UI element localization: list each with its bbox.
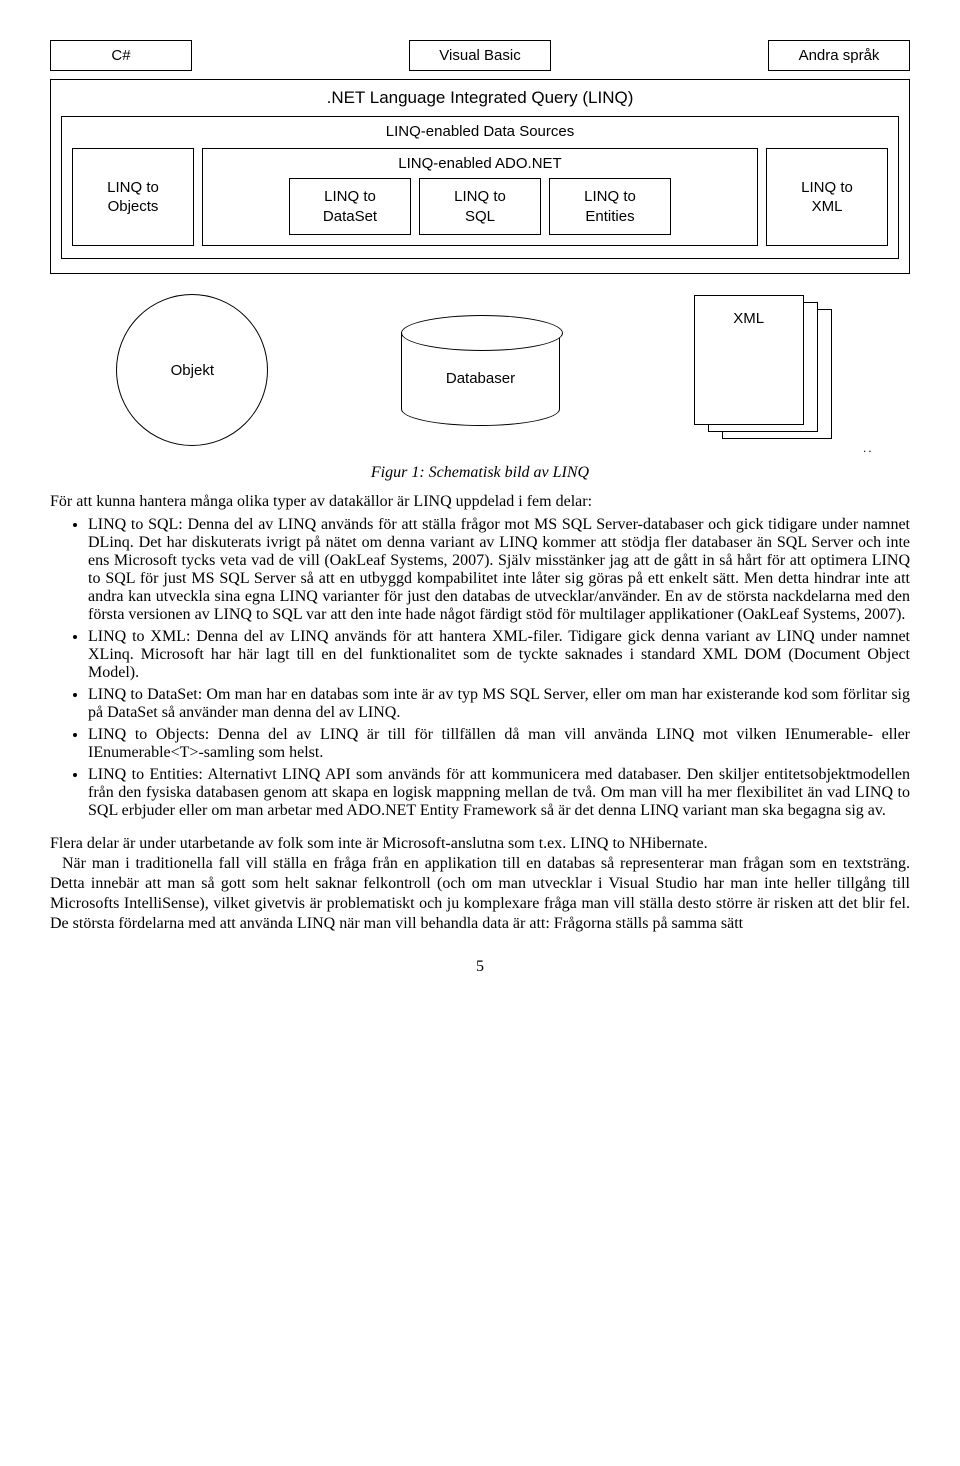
- paragraph-1: Flera delar är under utarbetande av folk…: [50, 834, 910, 854]
- list-item: LINQ to DataSet: Om man har en databas s…: [88, 686, 910, 722]
- storage-row: Objekt Databaser XML ..: [50, 294, 910, 446]
- list-item: LINQ to Entities: Alternativt LINQ API s…: [88, 766, 910, 820]
- ellipsis-icon: ..: [863, 441, 874, 455]
- linq-to-sql-box: LINQ toSQL: [419, 178, 541, 235]
- linq-to-xml-box: LINQ toXML: [766, 148, 888, 246]
- linq-ado-title: LINQ-enabled ADO.NET: [211, 155, 749, 172]
- database-label: Databaser: [446, 370, 515, 387]
- linq-main-box: .NET Language Integrated Query (LINQ) LI…: [50, 79, 910, 274]
- xml-label: XML: [733, 310, 764, 327]
- linq-diagram: C# Visual Basic Andra språk .NET Languag…: [50, 40, 910, 446]
- linq-to-objects-box: LINQ toObjects: [72, 148, 194, 246]
- providers-row: LINQ toObjects LINQ-enabled ADO.NET LINQ…: [72, 148, 888, 246]
- figure-caption: Figur 1: Schematisk bild av LINQ: [50, 464, 910, 482]
- list-item: LINQ to XML: Denna del av LINQ används f…: [88, 628, 910, 682]
- objekt-label: Objekt: [171, 362, 214, 379]
- linq-to-dataset-box: LINQ toDataSet: [289, 178, 411, 235]
- data-sources-title: LINQ-enabled Data Sources: [72, 123, 888, 140]
- intro-text: För att kunna hantera många olika typer …: [50, 492, 910, 512]
- linq-to-entities-box: LINQ toEntities: [549, 178, 671, 235]
- database-cylinder: Databaser: [401, 315, 561, 425]
- lang-box-other: Andra språk: [768, 40, 910, 71]
- list-item: LINQ to Objects: Denna del av LINQ är ti…: [88, 726, 910, 762]
- paragraph-2: När man i traditionella fall vill ställa…: [50, 854, 910, 934]
- data-sources-box: LINQ-enabled Data Sources LINQ toObjects…: [61, 116, 899, 259]
- objekt-circle: Objekt: [116, 294, 268, 446]
- page-number: 5: [50, 958, 910, 976]
- xml-stack: XML: [694, 295, 844, 445]
- linq-ado-box: LINQ-enabled ADO.NET LINQ toDataSet LINQ…: [202, 148, 758, 246]
- language-row: C# Visual Basic Andra språk: [50, 40, 910, 71]
- linq-parts-list: LINQ to SQL: Denna del av LINQ används f…: [50, 516, 910, 820]
- list-item: LINQ to SQL: Denna del av LINQ används f…: [88, 516, 910, 624]
- lang-box-vb: Visual Basic: [409, 40, 551, 71]
- linq-main-title: .NET Language Integrated Query (LINQ): [61, 88, 899, 108]
- lang-box-csharp: C#: [50, 40, 192, 71]
